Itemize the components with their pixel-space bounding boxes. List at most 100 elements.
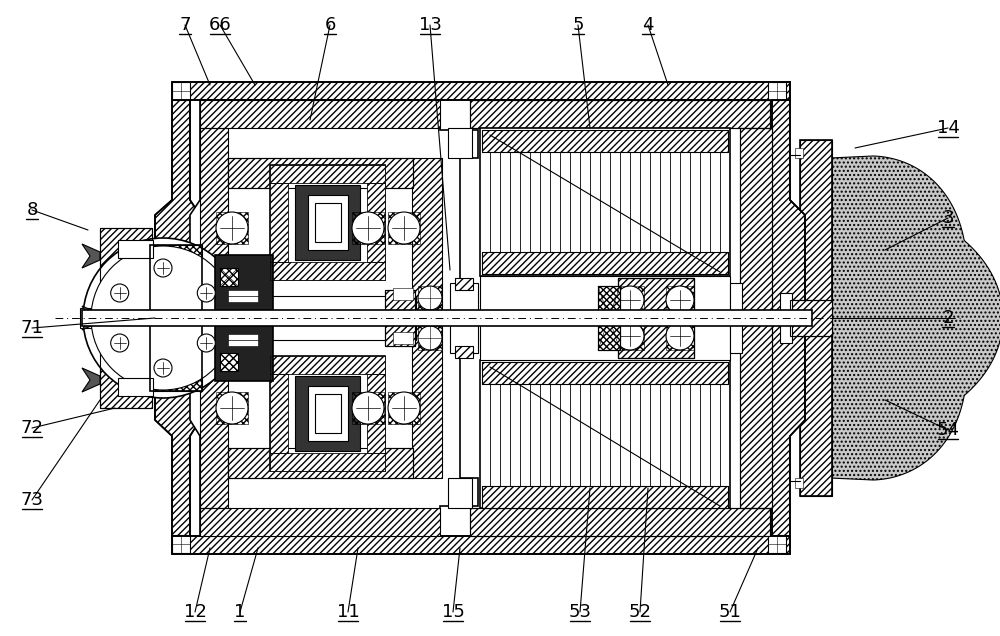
Bar (482, 486, 728, 508)
Bar (270, 165, 385, 280)
Bar (388, 212, 420, 244)
Bar (270, 262, 385, 280)
Polygon shape (82, 306, 100, 330)
Bar (315, 394, 341, 433)
Circle shape (666, 286, 694, 314)
Bar (150, 245, 202, 391)
Polygon shape (762, 100, 805, 536)
Bar (618, 278, 694, 358)
Bar (385, 290, 415, 346)
Bar (228, 296, 416, 340)
Bar (270, 374, 288, 453)
Bar (482, 252, 728, 274)
Bar (270, 183, 288, 262)
Bar (780, 293, 792, 343)
Bar (352, 392, 384, 424)
Bar (598, 286, 620, 350)
Circle shape (418, 286, 442, 310)
Circle shape (154, 259, 172, 277)
Bar (228, 158, 413, 188)
Bar (118, 378, 153, 396)
Polygon shape (190, 100, 478, 536)
Text: 51: 51 (719, 603, 741, 621)
Bar (448, 128, 472, 158)
Bar (308, 386, 348, 441)
Bar (795, 148, 803, 158)
Circle shape (83, 238, 243, 398)
Bar (367, 374, 385, 453)
Text: 8: 8 (26, 201, 38, 219)
Bar (352, 212, 384, 244)
Circle shape (111, 334, 129, 352)
Bar (270, 453, 385, 471)
Bar (100, 228, 152, 408)
Bar (367, 374, 385, 453)
Bar (482, 362, 728, 384)
Circle shape (197, 284, 215, 302)
Bar (768, 82, 786, 100)
Bar (228, 448, 413, 478)
Bar (172, 536, 790, 554)
Bar (385, 290, 415, 346)
Text: 1: 1 (234, 603, 246, 621)
Bar (482, 252, 728, 274)
Bar (482, 130, 728, 152)
Text: 11: 11 (337, 603, 359, 621)
Bar (270, 356, 385, 374)
Circle shape (352, 212, 384, 244)
Bar (216, 392, 248, 424)
Bar (482, 130, 728, 152)
Text: 72: 72 (20, 419, 44, 437)
Bar (598, 286, 620, 350)
Circle shape (111, 284, 129, 302)
Bar (220, 268, 238, 286)
Bar (455, 278, 473, 290)
Text: 13: 13 (419, 16, 441, 34)
Bar (418, 326, 442, 350)
Text: 54: 54 (936, 421, 960, 439)
Bar (315, 203, 341, 242)
Bar (270, 356, 385, 471)
Bar (367, 183, 385, 262)
Bar (150, 245, 202, 391)
Bar (228, 312, 258, 324)
Circle shape (666, 322, 694, 350)
Bar (800, 140, 832, 496)
Bar (618, 278, 694, 358)
Text: 6: 6 (324, 16, 336, 34)
Bar (80, 308, 170, 328)
Bar (100, 228, 152, 408)
Bar (470, 100, 770, 128)
Bar (270, 356, 385, 374)
Bar (172, 82, 190, 100)
Bar (616, 286, 644, 314)
Polygon shape (830, 156, 1000, 480)
Bar (482, 362, 728, 384)
Bar (388, 392, 420, 424)
Bar (367, 183, 385, 262)
Bar (470, 100, 770, 128)
Circle shape (91, 246, 235, 390)
Bar (270, 262, 385, 280)
Bar (418, 286, 442, 310)
Text: 73: 73 (20, 491, 44, 509)
Bar (172, 535, 190, 553)
Bar (666, 286, 694, 314)
Text: 7: 7 (179, 16, 191, 34)
Bar (740, 128, 772, 508)
Bar (200, 508, 440, 536)
Circle shape (154, 359, 172, 377)
Text: 15: 15 (442, 603, 464, 621)
Bar (118, 240, 153, 258)
Bar (740, 128, 772, 508)
Text: 53: 53 (568, 603, 592, 621)
Bar (768, 535, 786, 553)
Bar (228, 290, 258, 302)
Bar (480, 128, 730, 276)
Text: 5: 5 (572, 16, 584, 34)
Bar (618, 278, 694, 358)
Text: 4: 4 (642, 16, 654, 34)
Text: 66: 66 (209, 16, 231, 34)
Bar (448, 478, 472, 508)
Bar (800, 140, 832, 496)
